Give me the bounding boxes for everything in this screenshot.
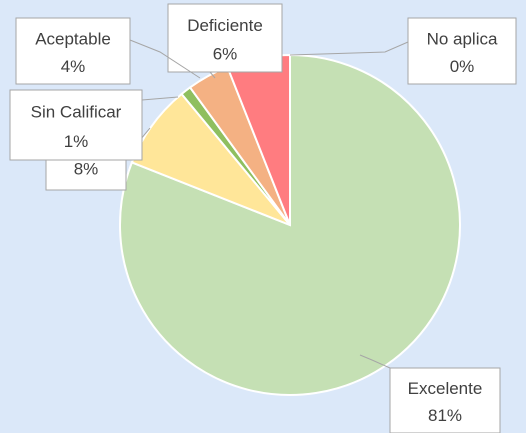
- leader-line: [129, 39, 201, 79]
- slice-label: No aplica: [427, 29, 498, 48]
- label-box: [407, 17, 517, 85]
- leader-line: [359, 354, 391, 369]
- leader-line: [289, 41, 409, 56]
- slice-value: 1%: [64, 132, 89, 151]
- leader-line: [141, 96, 179, 101]
- slice-label: Sin Calificar: [31, 103, 122, 122]
- slice-value: 4%: [61, 57, 86, 76]
- slice-value: 8%: [74, 159, 99, 178]
- slice-value: 81%: [428, 406, 462, 425]
- slice-value: 6%: [213, 44, 238, 63]
- slice-label: Deficiente: [187, 16, 263, 35]
- label-box: [389, 367, 501, 433]
- slice-label: Excelente: [408, 379, 483, 398]
- slice-label: Aceptable: [35, 29, 111, 48]
- label-box: [15, 17, 131, 85]
- label-box: [9, 89, 143, 161]
- leader-line: [209, 71, 216, 79]
- label-box: [167, 3, 283, 73]
- slice-value: 0%: [450, 57, 475, 76]
